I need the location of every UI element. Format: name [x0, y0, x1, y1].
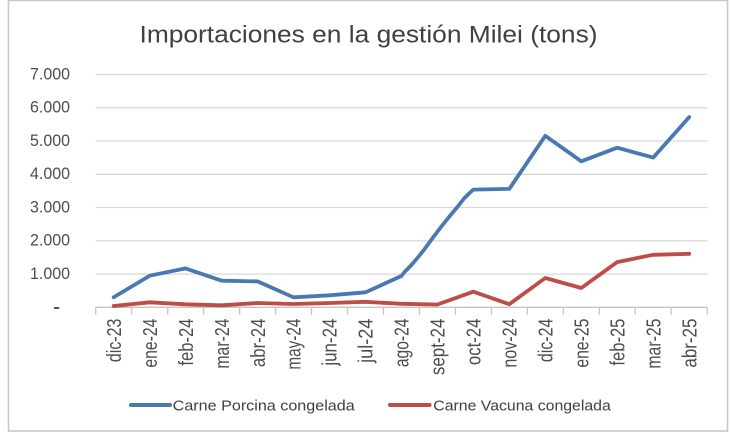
svg-text:mar-25: mar-25 — [643, 319, 665, 369]
svg-text:5.000: 5.000 — [30, 132, 70, 150]
svg-text:ene-24: ene-24 — [140, 319, 162, 368]
svg-text:feb-24: feb-24 — [176, 319, 198, 366]
svg-text:nov-24: nov-24 — [500, 319, 522, 368]
svg-text:sept-24: sept-24 — [428, 319, 450, 376]
svg-text:abr-25: abr-25 — [679, 319, 701, 368]
svg-text:1.000: 1.000 — [30, 265, 70, 283]
svg-text:dic-24: dic-24 — [536, 319, 558, 363]
svg-text:4.000: 4.000 — [30, 165, 70, 183]
svg-text:feb-25: feb-25 — [608, 319, 630, 366]
svg-text:jul-24: jul-24 — [356, 319, 378, 364]
svg-text:3.000: 3.000 — [30, 198, 70, 216]
svg-text:7.000: 7.000 — [30, 65, 70, 83]
svg-text:Importaciones en la gestión Mi: Importaciones en la gestión Milei (tons) — [140, 22, 598, 49]
svg-text:jun-24: jun-24 — [320, 319, 342, 367]
svg-text:2.000: 2.000 — [30, 232, 70, 250]
svg-text:may-24: may-24 — [284, 319, 306, 370]
svg-text:mar-24: mar-24 — [212, 319, 234, 369]
svg-text:dic-23: dic-23 — [104, 319, 126, 363]
svg-text:oct-24: oct-24 — [464, 319, 486, 366]
svg-text:Carne Porcina congelada: Carne Porcina congelada — [173, 397, 356, 414]
svg-text:ene-25: ene-25 — [572, 319, 594, 368]
svg-text:Carne Vacuna congelada: Carne Vacuna congelada — [433, 397, 611, 414]
svg-text:ago-24: ago-24 — [392, 319, 414, 368]
svg-text:6.000: 6.000 — [30, 99, 70, 117]
svg-text:abr-24: abr-24 — [248, 319, 270, 368]
